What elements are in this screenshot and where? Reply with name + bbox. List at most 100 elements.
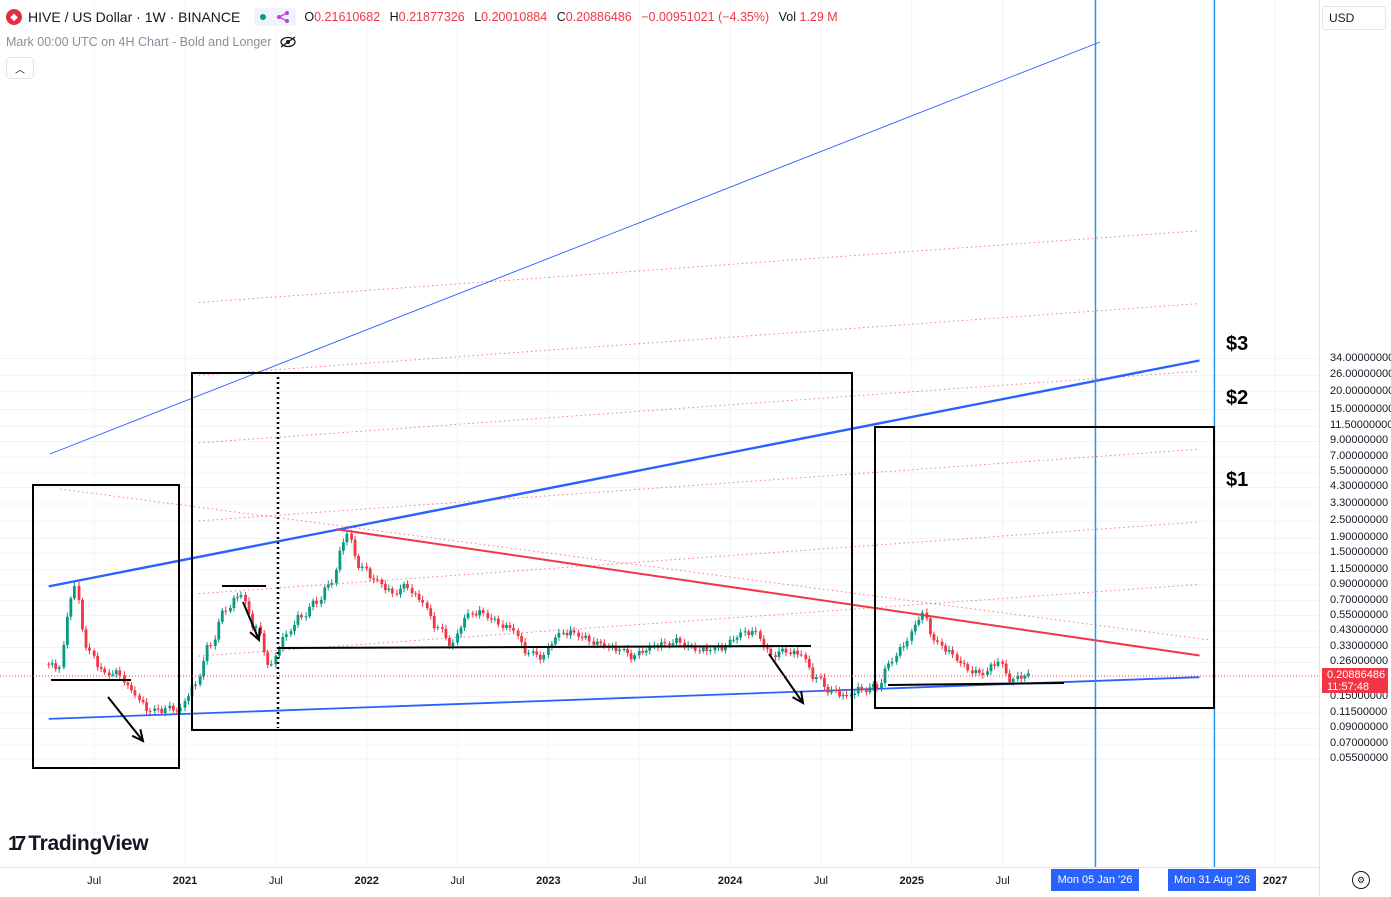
down-arrow-3 [768,653,804,704]
legend-toggle-group[interactable] [254,8,297,26]
candle-body [683,642,687,647]
candle-body [145,702,148,711]
candle-body [236,596,239,598]
candle-body [183,701,187,708]
candle-body [463,617,466,628]
candle-body [538,654,542,660]
candle-body [814,676,818,680]
candle-body [141,699,145,703]
candle-body [466,613,470,618]
candle-body [735,637,739,640]
candle-body [72,585,76,599]
candle-body [194,684,197,686]
candle-body [826,686,830,693]
candle-body [592,641,596,645]
candle-body [417,593,421,600]
candle-body [1016,675,1020,679]
candle-body [496,618,500,625]
candle-body [675,638,678,644]
candle-body [527,653,530,655]
candle-body [130,685,133,691]
price-chart[interactable] [0,0,1319,867]
candle-body [380,579,384,585]
settings-gear-icon[interactable]: ⚙ [1352,871,1370,889]
candle-body [383,584,387,591]
candle-body [406,583,409,589]
candle-body [1004,663,1008,674]
candle-body [489,618,493,620]
drawing-overlays [48,0,1216,867]
candle-body [618,649,621,652]
candle-body [728,639,732,646]
candle-body [277,648,281,656]
candle-body [65,616,69,645]
price-tick: 34.00000000 [1330,351,1391,364]
price-tick: 2.50000000 [1330,514,1389,527]
candle-body [920,612,924,620]
price-tick: 0.05500000 [1330,752,1389,765]
candle-body [671,643,675,645]
candle-body [259,626,263,634]
eye-crossed-icon[interactable] [279,35,297,49]
collapse-legend-button[interactable]: ︿ [6,57,34,79]
candle-body [198,676,202,685]
share-icon[interactable] [276,10,290,24]
candle-body [845,694,848,696]
candle-body [402,583,406,589]
candle-body [993,664,996,666]
trendline-resistance [336,528,1200,657]
candle-body [693,646,697,651]
candle-body [580,636,584,638]
candle-body [1011,678,1015,683]
price-tick: 3.30000000 [1330,496,1389,509]
candle-body [750,631,754,635]
candle-body [88,647,91,651]
candle-body [774,655,777,657]
time-tick: 2021 [172,875,198,887]
support-bar-middle [277,645,812,649]
candle-body [929,618,932,635]
candle-body [353,539,357,557]
candle-body [799,654,803,656]
price-tick: 0.11500000 [1330,706,1388,719]
dotted-channel-line [198,583,1200,657]
candle-body [925,612,929,619]
tradingview-logo[interactable]: 17 TradingView [8,832,149,856]
currency-selector[interactable]: USD [1322,6,1386,30]
candle-body [705,647,709,652]
candle-body [365,566,369,569]
price-axis[interactable] [1319,0,1391,896]
price-tick: 0.43000000 [1330,623,1389,636]
candle-body [792,650,796,655]
candle-body [262,633,266,653]
candle-body [542,654,546,660]
symbol-legend: ◆ HIVE / US Dollar · 1W · BINANCE O0.216… [6,8,844,26]
annotation-1: $1 [1226,469,1249,491]
candle-body [387,588,391,591]
candle-body [156,708,160,710]
current-price-value: 0.20886486 [1327,669,1386,681]
price-tick: 7.00000000 [1330,450,1389,463]
candle-body [114,670,118,675]
candle-body [875,684,879,689]
annotation-box-left [32,484,180,769]
candle-body [629,653,633,660]
candle-body [414,593,418,595]
candle-body [205,645,209,662]
candle-body [168,705,172,709]
candle-body [819,676,823,678]
down-arrow-2-head [249,627,261,643]
candle-body [910,631,914,641]
candle-body [153,708,157,712]
tradingview-mark-icon: 17 [8,832,26,855]
candle-body [103,668,107,673]
candle-body [565,632,569,636]
candle-body [974,669,978,674]
candle-body [57,667,61,670]
candle-body [989,664,993,672]
time-tick: 2027 [1262,875,1288,887]
candle-body [239,594,243,597]
price-tick: 0.26000000 [1330,655,1389,668]
candle-body [421,599,425,603]
candle-body [493,618,497,620]
